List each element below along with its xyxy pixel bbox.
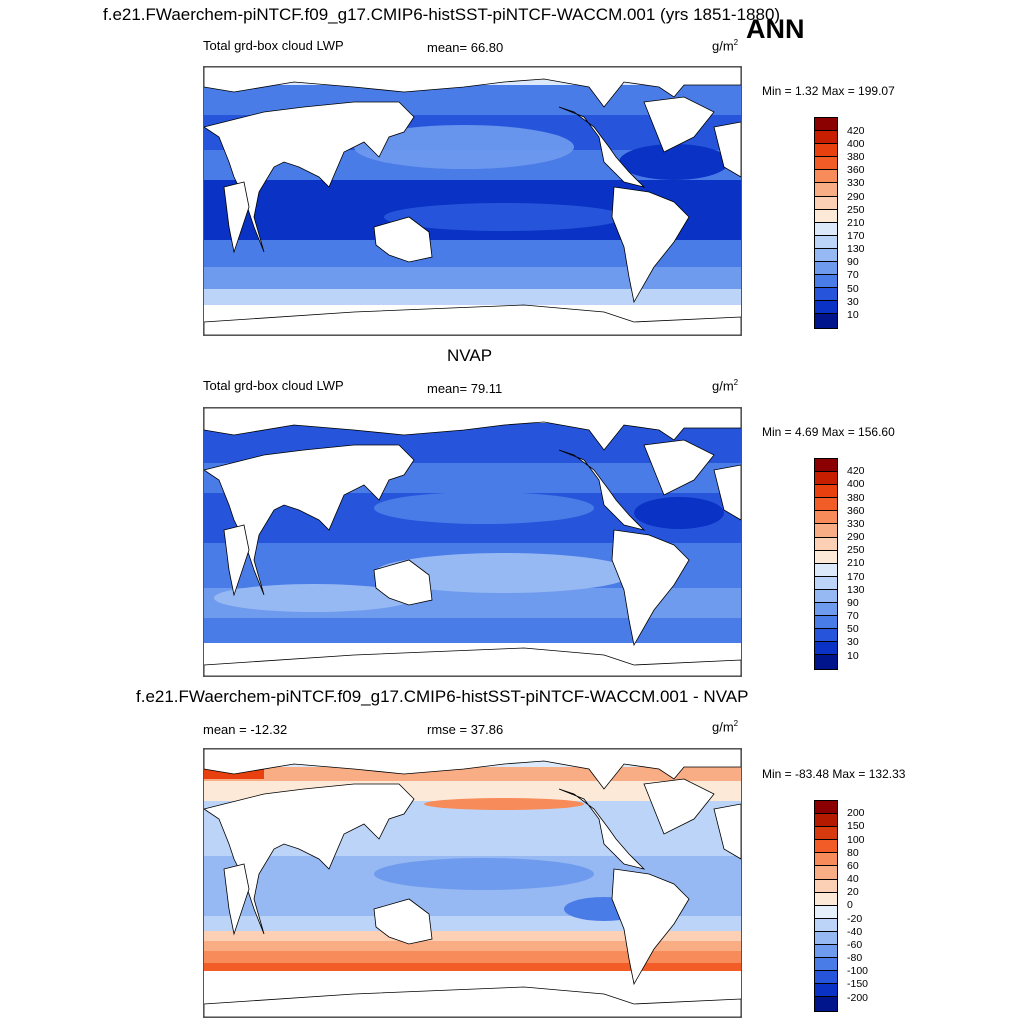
colorbar-tick: 30 [847, 296, 859, 308]
panel1-units: g/m2 [712, 38, 739, 54]
colorbar-tick: -40 [847, 926, 863, 938]
colorbar-tick: 10 [847, 309, 859, 321]
colorbar-tick: 70 [847, 610, 859, 622]
colorbar-tick: 170 [847, 571, 865, 583]
colorbar-tick: 250 [847, 204, 865, 216]
colorbar-tick: 400 [847, 138, 865, 150]
colorbar-tick: 130 [847, 243, 865, 255]
panel3-mean-label: mean = -12.32 [203, 722, 288, 737]
colorbar-tick: 250 [847, 544, 865, 556]
colorbar-tick: 90 [847, 256, 859, 268]
colorbar-tick: 330 [847, 518, 865, 530]
panel1-mean-label: mean= 66.80 [427, 40, 504, 55]
figure-title: f.e21.FWaerchem-piNTCF.f09_g17.CMIP6-his… [103, 5, 781, 24]
colorbar-tick: 290 [847, 531, 865, 543]
colorbar-tick: 380 [847, 151, 865, 163]
colorbar-tick: -200 [847, 992, 869, 1004]
panel2-mean-label: mean= 79.11 [427, 381, 503, 396]
colorbar-tick: 60 [847, 860, 859, 872]
panel3-title: f.e21.FWaerchem-piNTCF.f09_g17.CMIP6-his… [136, 687, 749, 706]
colorbar-tick: -20 [847, 913, 863, 925]
panel3-rmse-label: rmse = 37.86 [427, 722, 504, 737]
colorbar-tick: 0 [847, 899, 853, 911]
colorbar-tick: -60 [847, 939, 863, 951]
panel3-units: g/m2 [712, 719, 739, 735]
colorbar-tick: 80 [847, 847, 859, 859]
colorbar-tick: 400 [847, 478, 865, 490]
colorbar-tick: -100 [847, 965, 869, 977]
season-label: ANN [746, 14, 805, 44]
colorbar-tick: 90 [847, 597, 859, 609]
colorbar-tick: 170 [847, 230, 865, 242]
panel1-left-label: Total grd-box cloud LWP [203, 38, 344, 53]
colorbar-tick: 50 [847, 283, 859, 295]
colorbar-tick: 10 [847, 650, 859, 662]
panel3-map [203, 748, 742, 1018]
colorbar-tick: 360 [847, 164, 865, 176]
colorbar-tick: 40 [847, 873, 859, 885]
panel2-left-label: Total grd-box cloud LWP [203, 378, 344, 393]
colorbar-tick: 70 [847, 269, 859, 281]
colorbar-tick: 130 [847, 584, 865, 596]
panel2-map [203, 407, 742, 677]
colorbar-tick: 360 [847, 505, 865, 517]
colorbar-tick: 420 [847, 465, 865, 477]
panel2-title: NVAP [447, 346, 493, 365]
panel2-units: g/m2 [712, 378, 739, 394]
colorbar-tick: 290 [847, 191, 865, 203]
colorbar-tick: 150 [847, 820, 865, 832]
colorbar-tick: 420 [847, 125, 865, 137]
colorbar-tick: 100 [847, 834, 865, 846]
colorbar-tick: 30 [847, 636, 859, 648]
colorbar-tick: 20 [847, 886, 859, 898]
colorbar-tick: 200 [847, 807, 865, 819]
panel1-colorbar [814, 117, 838, 329]
panel3-colorbar [814, 800, 838, 1012]
panel2-minmax: Min = 4.69 Max = 156.60 [762, 425, 895, 439]
colorbar-tick: -150 [847, 978, 869, 990]
colorbar-tick: 330 [847, 177, 865, 189]
colorbar-tick: 210 [847, 217, 865, 229]
panel3-minmax: Min = -83.48 Max = 132.33 [762, 767, 906, 781]
panel1-minmax: Min = 1.32 Max = 199.07 [762, 84, 895, 98]
panel2-colorbar [814, 458, 838, 670]
panel1-map [203, 66, 742, 336]
colorbar-tick: 380 [847, 492, 865, 504]
colorbar-tick: -80 [847, 952, 863, 964]
colorbar-tick: 210 [847, 557, 865, 569]
colorbar-tick: 50 [847, 623, 859, 635]
